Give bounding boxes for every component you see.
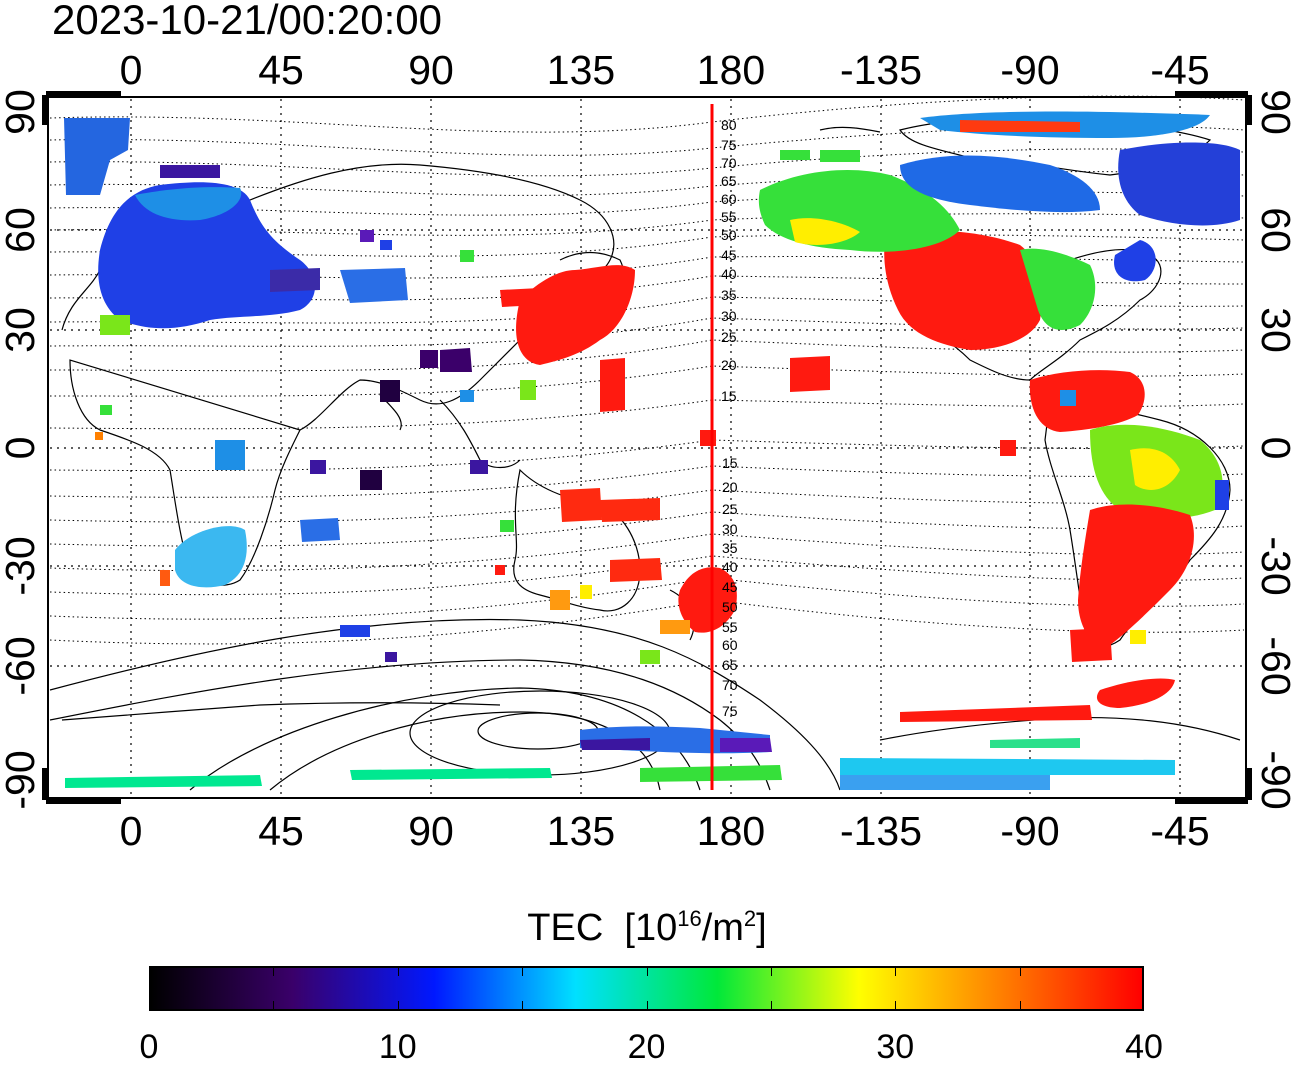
- left-lat-label: -90: [0, 750, 43, 809]
- colorbar-minor-tick: [397, 1001, 399, 1009]
- maglat-south-label: 35: [722, 540, 738, 556]
- colorbar-unit-base: [10: [624, 907, 678, 949]
- left-lat-label: 30: [0, 307, 43, 353]
- maglat-south-label: 20: [722, 479, 738, 495]
- maglat-north-label: 60: [721, 191, 737, 207]
- colorbar-tick-label: 0: [139, 1028, 159, 1066]
- colorbar-minor-tick: [397, 968, 399, 976]
- left-lat-label: -30: [0, 536, 43, 595]
- colorbar-minor-tick: [273, 1001, 275, 1009]
- colorbar-minor-tick: [1019, 1001, 1021, 1009]
- colorbar-title-label: TEC: [527, 907, 604, 949]
- bottom-lon-label: 135: [547, 808, 615, 854]
- colorbar-tick-label: 40: [1125, 1028, 1163, 1066]
- colorbar-minor-tick: [770, 1001, 772, 1009]
- colorbar-unit-mid: /m: [701, 907, 744, 949]
- colorbar-minor-tick: [1019, 968, 1021, 976]
- maglat-north-label: 30: [721, 308, 737, 324]
- tec-map: 80 75 70 65 60 55 50 45 40 35 30 25 20 15 15 20 25 30 35 4…: [0, 47, 1294, 854]
- maglat-north-labels: 80 75 70 65 60 55 50 45 40 35 30 25 20 15: [721, 117, 737, 404]
- top-lon-label: 45: [258, 47, 304, 93]
- maglat-north-label: 65: [721, 173, 737, 189]
- bottom-lon-label: 0: [120, 808, 143, 854]
- maglat-south-label: 30: [722, 521, 738, 537]
- maglat-south-label: 50: [722, 599, 738, 615]
- maglat-south-label: 15: [722, 455, 738, 471]
- maglat-south-label: 70: [722, 677, 738, 693]
- colorbar-minor-tick: [522, 968, 524, 976]
- maglat-south-label: 45: [722, 579, 738, 595]
- maglat-south-label: 40: [722, 559, 738, 575]
- maglat-south-label: 25: [722, 501, 738, 517]
- top-lon-label: -45: [1150, 47, 1209, 93]
- frame-bars: [42, 91, 1252, 804]
- maglat-north-label: 40: [721, 266, 737, 282]
- maglat-north-label: 75: [721, 137, 737, 153]
- right-lat-axis: 90 60 30 0 -30 -60 -90: [1253, 89, 1294, 809]
- maglat-north-label: 45: [721, 247, 737, 263]
- left-lat-label: -60: [0, 636, 43, 695]
- maglat-south-label: 65: [722, 657, 738, 673]
- colorbar-minor-tick: [770, 968, 772, 976]
- colorbar-unit-end: ]: [756, 907, 767, 949]
- maglat-north-label: 15: [721, 388, 737, 404]
- right-lat-label: 60: [1253, 207, 1294, 253]
- maglat-north-label: 35: [721, 287, 737, 303]
- maglat-north-label: 70: [721, 155, 737, 171]
- right-lat-label: -30: [1253, 536, 1294, 595]
- colorbar-unit-exponent-2: 2: [743, 906, 757, 931]
- maglat-north-label: 80: [721, 117, 737, 133]
- bottom-lon-label: -135: [840, 808, 922, 854]
- left-lat-label: 60: [0, 207, 43, 253]
- colorbar-minor-tick: [895, 1001, 897, 1009]
- maglat-north-label: 55: [721, 209, 737, 225]
- left-lat-label: 0: [0, 437, 43, 460]
- colorbar-tick-label: 30: [876, 1028, 915, 1066]
- left-lat-label: 90: [0, 89, 43, 135]
- bottom-lon-label: 180: [697, 808, 765, 854]
- bottom-lon-label: 45: [258, 808, 304, 854]
- right-lat-label: -60: [1253, 636, 1294, 695]
- bottom-lon-label: 90: [408, 808, 454, 854]
- maglat-south-labels: 15 20 25 30 35 40 45 50 55 60 65 70 75: [722, 455, 738, 719]
- colorbar-minor-tick: [895, 968, 897, 976]
- top-lon-label: -135: [840, 47, 922, 93]
- timestamp: 2023-10-21/00:20:00: [52, 0, 442, 43]
- top-lon-label: -90: [1000, 47, 1059, 93]
- top-lon-label: 180: [697, 47, 765, 93]
- right-lat-label: -90: [1253, 750, 1294, 809]
- bottom-lon-label: -45: [1150, 808, 1209, 854]
- right-lat-label: 30: [1253, 307, 1294, 353]
- colorbar-tick-label: 10: [378, 1028, 417, 1066]
- colorbar-unit-exponent: 16: [677, 906, 702, 931]
- maglat-north-label: 50: [721, 227, 737, 243]
- colorbar-minor-tick: [522, 1001, 524, 1009]
- tec-data: [64, 111, 1240, 790]
- maglat-south-label: 55: [722, 619, 738, 635]
- top-lon-label: 0: [120, 47, 143, 93]
- top-lon-axis: 0 45 90 135 180 -135 -90 -45: [120, 47, 1210, 93]
- colorbar-minor-tick: [646, 1001, 648, 1009]
- maglat-south-label: 75: [722, 703, 738, 719]
- right-lat-label: 0: [1253, 437, 1294, 460]
- colorbar-tick-label: 20: [627, 1028, 666, 1066]
- maglat-south-label: 60: [722, 637, 738, 653]
- top-lon-label: 90: [408, 47, 454, 93]
- left-lat-axis: 90 60 30 0 -30 -60 -90: [0, 89, 43, 809]
- bottom-lon-axis: 0 45 90 135 180 -135 -90 -45: [120, 808, 1210, 854]
- colorbar-minor-tick: [273, 968, 275, 976]
- maglat-north-label: 20: [721, 357, 737, 373]
- colorbar-title: TEC [1016/m2]: [0, 905, 1294, 951]
- colorbar-minor-tick: [646, 968, 648, 976]
- right-lat-label: 90: [1253, 89, 1294, 135]
- maglat-north-label: 25: [721, 329, 737, 345]
- bottom-lon-label: -90: [1000, 808, 1059, 854]
- top-lon-label: 135: [547, 47, 615, 93]
